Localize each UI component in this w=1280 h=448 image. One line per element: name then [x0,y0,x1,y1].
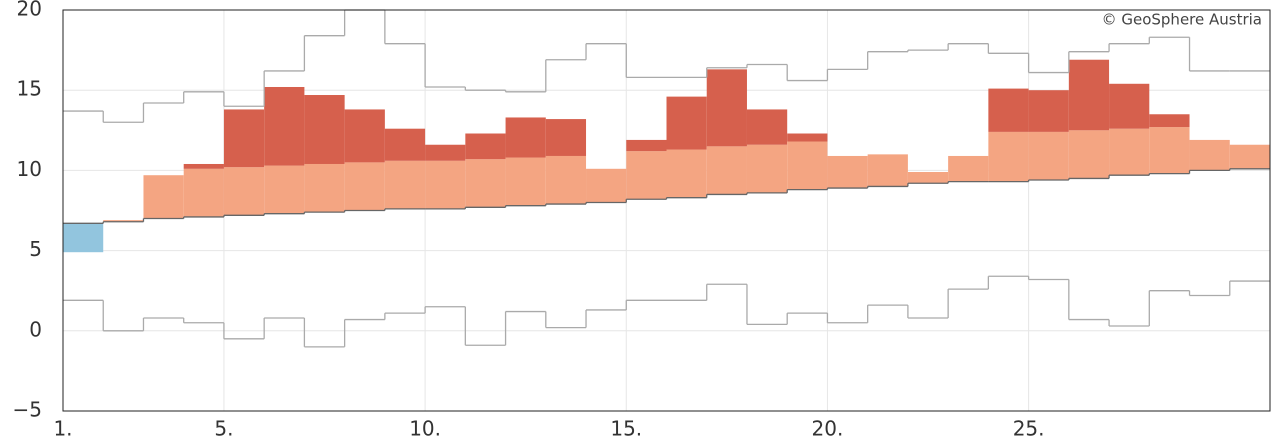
far-above-bar [264,86,305,166]
above-mean-bar [505,157,546,206]
above-mean-bar [1229,144,1270,169]
far-above-bar [425,144,466,161]
above-mean-bar [626,151,667,200]
y-tick-label: 5 [29,237,42,261]
above-mean-bar [384,160,426,209]
far-above-bar [988,88,1029,132]
credit: © GeoSphere Austria [1102,11,1262,29]
above-mean-bar [706,146,747,195]
far-above-bar [465,133,506,160]
y-tick-label: 15 [17,77,42,101]
y-tick-label: 10 [17,157,42,181]
far-above-bar [666,96,707,150]
far-above-bar [1149,114,1190,128]
above-mean-bar [143,175,184,219]
above-mean-bar [223,167,265,216]
above-mean-bar [988,131,1029,182]
above-mean-bar [827,155,868,189]
far-above-bar [344,109,385,163]
x-tick-label: 25. [1013,417,1045,441]
above-mean-bar [465,159,506,208]
y-tick-label: 20 [17,0,42,21]
above-mean-bar [746,144,788,193]
x-tick-label: 15. [610,417,642,441]
above-mean-bar [304,163,345,213]
far-above-bar [223,109,265,168]
y-tick-label: 0 [29,317,42,341]
far-above-bar [706,69,747,147]
above-mean-bar [545,155,587,205]
above-mean-bar [867,154,908,187]
above-mean-bar [1149,127,1190,174]
x-tick-label: 20. [812,417,844,441]
above-mean-bar [103,220,144,222]
far-above-bar [787,133,828,142]
far-above-bar [626,139,667,152]
above-mean-bar [1109,128,1150,176]
x-tick-label: 1. [53,417,72,441]
far-above-bar [304,95,345,164]
far-above-bar [1028,90,1069,132]
below-mean-bar [63,223,104,253]
above-mean-bar [1068,130,1110,179]
far-above-bar [1068,59,1110,131]
above-mean-bar [907,172,949,184]
x-tick-label: 5. [214,417,233,441]
plot-frame [62,9,1271,412]
above-mean-bar [948,155,989,182]
far-above-bar [384,128,426,161]
y-tick-label: −5 [13,398,42,422]
far-above-bar [545,119,587,156]
above-mean-bar [425,160,466,209]
x-tick-label: 10. [409,417,441,441]
above-mean-bar [264,165,305,214]
above-mean-bar [344,162,385,211]
far-above-bar [505,117,546,158]
above-mean-bar [1028,131,1069,181]
far-above-bar [183,163,224,169]
above-mean-bar [1189,139,1230,171]
far-above-bar [746,109,788,145]
above-mean-bar [787,141,828,190]
far-above-bar [1109,83,1150,129]
above-mean-bar [183,168,224,217]
above-mean-bar [666,149,707,198]
above-mean-bar [586,168,627,203]
